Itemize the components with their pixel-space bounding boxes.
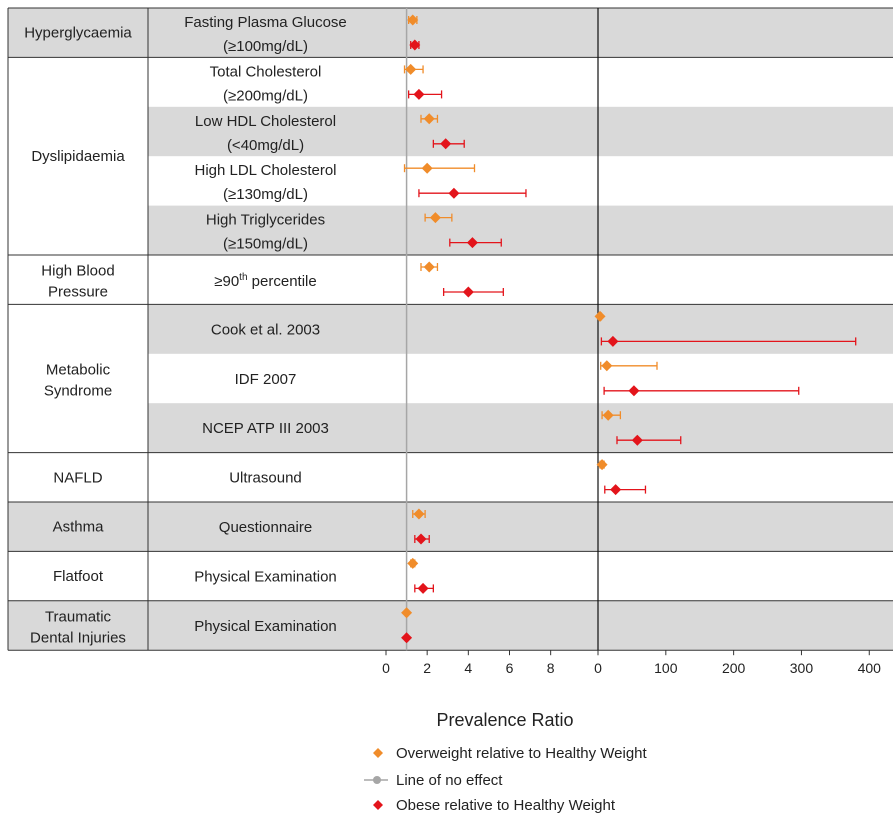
x-tick-label: 0 [594, 660, 602, 676]
row-label: NCEP ATP III 2003 [202, 420, 329, 437]
group-label: Pressure [48, 284, 108, 301]
group-label: High Blood [41, 263, 114, 280]
group-label: Dyslipidaemia [31, 148, 125, 165]
overweight-point [422, 163, 433, 174]
row-label: Cook et al. 2003 [211, 321, 320, 338]
row-label: (≥100mg/dL) [223, 38, 308, 55]
obese-point [628, 385, 639, 396]
row-label: Total Cholesterol [210, 63, 322, 80]
overweight-point [424, 262, 435, 273]
row-label: Physical Examination [194, 568, 337, 585]
legend-reference-marker [373, 776, 381, 784]
row-label: High Triglycerides [206, 212, 325, 229]
row-label: (≥150mg/dL) [223, 236, 308, 253]
obese-point [610, 484, 621, 495]
x-axis-label: Prevalence Ratio [436, 710, 573, 730]
group-label: Syndrome [44, 383, 112, 400]
row-label: Physical Examination [194, 618, 337, 635]
x-tick-label: 2 [423, 660, 431, 676]
row-label: ≥90th percentile [214, 272, 316, 290]
x-tick-label: 0 [382, 660, 390, 676]
row-label: Low HDL Cholesterol [195, 113, 336, 130]
group-label: Traumatic [45, 609, 112, 626]
obese-point [413, 89, 424, 100]
row-label: Fasting Plasma Glucose [184, 14, 347, 31]
row-label: Ultrasound [229, 470, 302, 487]
group-label: Flatfoot [53, 568, 104, 585]
x-tick-label: 4 [464, 660, 472, 676]
x-tick-label: 200 [722, 660, 746, 676]
obese-point [448, 188, 459, 199]
x-tick-label: 400 [858, 660, 882, 676]
group-label: Dental Injuries [30, 630, 126, 647]
obese-point [418, 583, 429, 594]
group-label: Asthma [53, 519, 105, 536]
x-tick-label: 300 [790, 660, 814, 676]
obese-point [463, 287, 474, 298]
overweight-point [407, 558, 418, 569]
legend-label: Line of no effect [396, 772, 503, 789]
row-label: (≥200mg/dL) [223, 87, 308, 104]
row-label: (≥130mg/dL) [223, 186, 308, 203]
legend-label: Obese relative to Healthy Weight [396, 797, 616, 814]
legend-overweight-marker [373, 748, 383, 758]
legend-label: Overweight relative to Healthy Weight [396, 745, 648, 762]
group-label: NAFLD [53, 469, 102, 486]
overweight-point [601, 360, 612, 371]
row-label: Questionnaire [219, 519, 312, 536]
x-tick-label: 6 [506, 660, 514, 676]
x-tick-label: 100 [654, 660, 678, 676]
legend-obese-marker [373, 800, 383, 810]
group-label: Hyperglycaemia [24, 25, 132, 42]
row-label: IDF 2007 [235, 371, 297, 388]
row-label: High LDL Cholesterol [194, 162, 336, 179]
x-tick-label: 8 [547, 660, 555, 676]
group-label: Metabolic [46, 362, 111, 379]
row-label: (<40mg/dL) [227, 137, 304, 154]
